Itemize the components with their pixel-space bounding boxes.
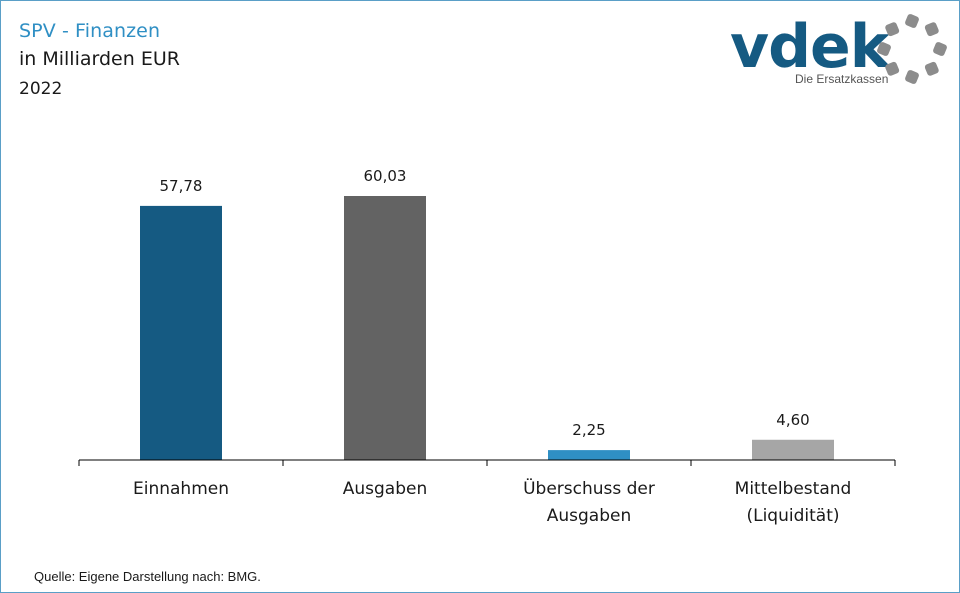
logo-ring-segment [905,14,919,28]
data-label: 4,60 [776,411,809,429]
bar [548,450,630,460]
chart-title: SPV - Finanzen [19,20,161,42]
logo-ring-segment [877,42,891,56]
chart-subtitle: in Milliarden EUR [19,48,180,70]
data-label: 60,03 [364,167,407,185]
vdek-logo-wordmark: vdek [730,12,890,82]
chart-year: 2022 [19,79,63,99]
logo-ring-segment [924,61,939,76]
source-note: Quelle: Eigene Darstellung nach: BMG. [34,569,261,584]
logo-ring-segment [924,22,939,37]
data-label: 2,25 [572,421,605,439]
category-label: Mittelbestand [735,479,852,499]
category-label: Überschuss der [523,477,655,499]
bar [752,439,834,460]
bar-chart: 57,78 Einnahmen 60,03 Ausgaben 2,25 Überschus… [78,167,896,526]
category-label: Ausgaben [547,506,632,526]
bar [140,205,222,460]
vdek-logo-ring-icon [877,14,947,84]
vdek-logo-tagline: Die Ersatzkassen [795,72,889,86]
logo-ring-segment [905,70,919,84]
category-label: Ausgaben [343,479,428,499]
bar [344,196,426,460]
category-label: Einnahmen [133,479,229,499]
logo-ring-segment [933,42,947,56]
logo-ring-segment [885,22,900,37]
data-label: 57,78 [160,177,203,195]
category-label: (Liquidität) [746,506,839,526]
logo-ring-segment [885,61,900,76]
